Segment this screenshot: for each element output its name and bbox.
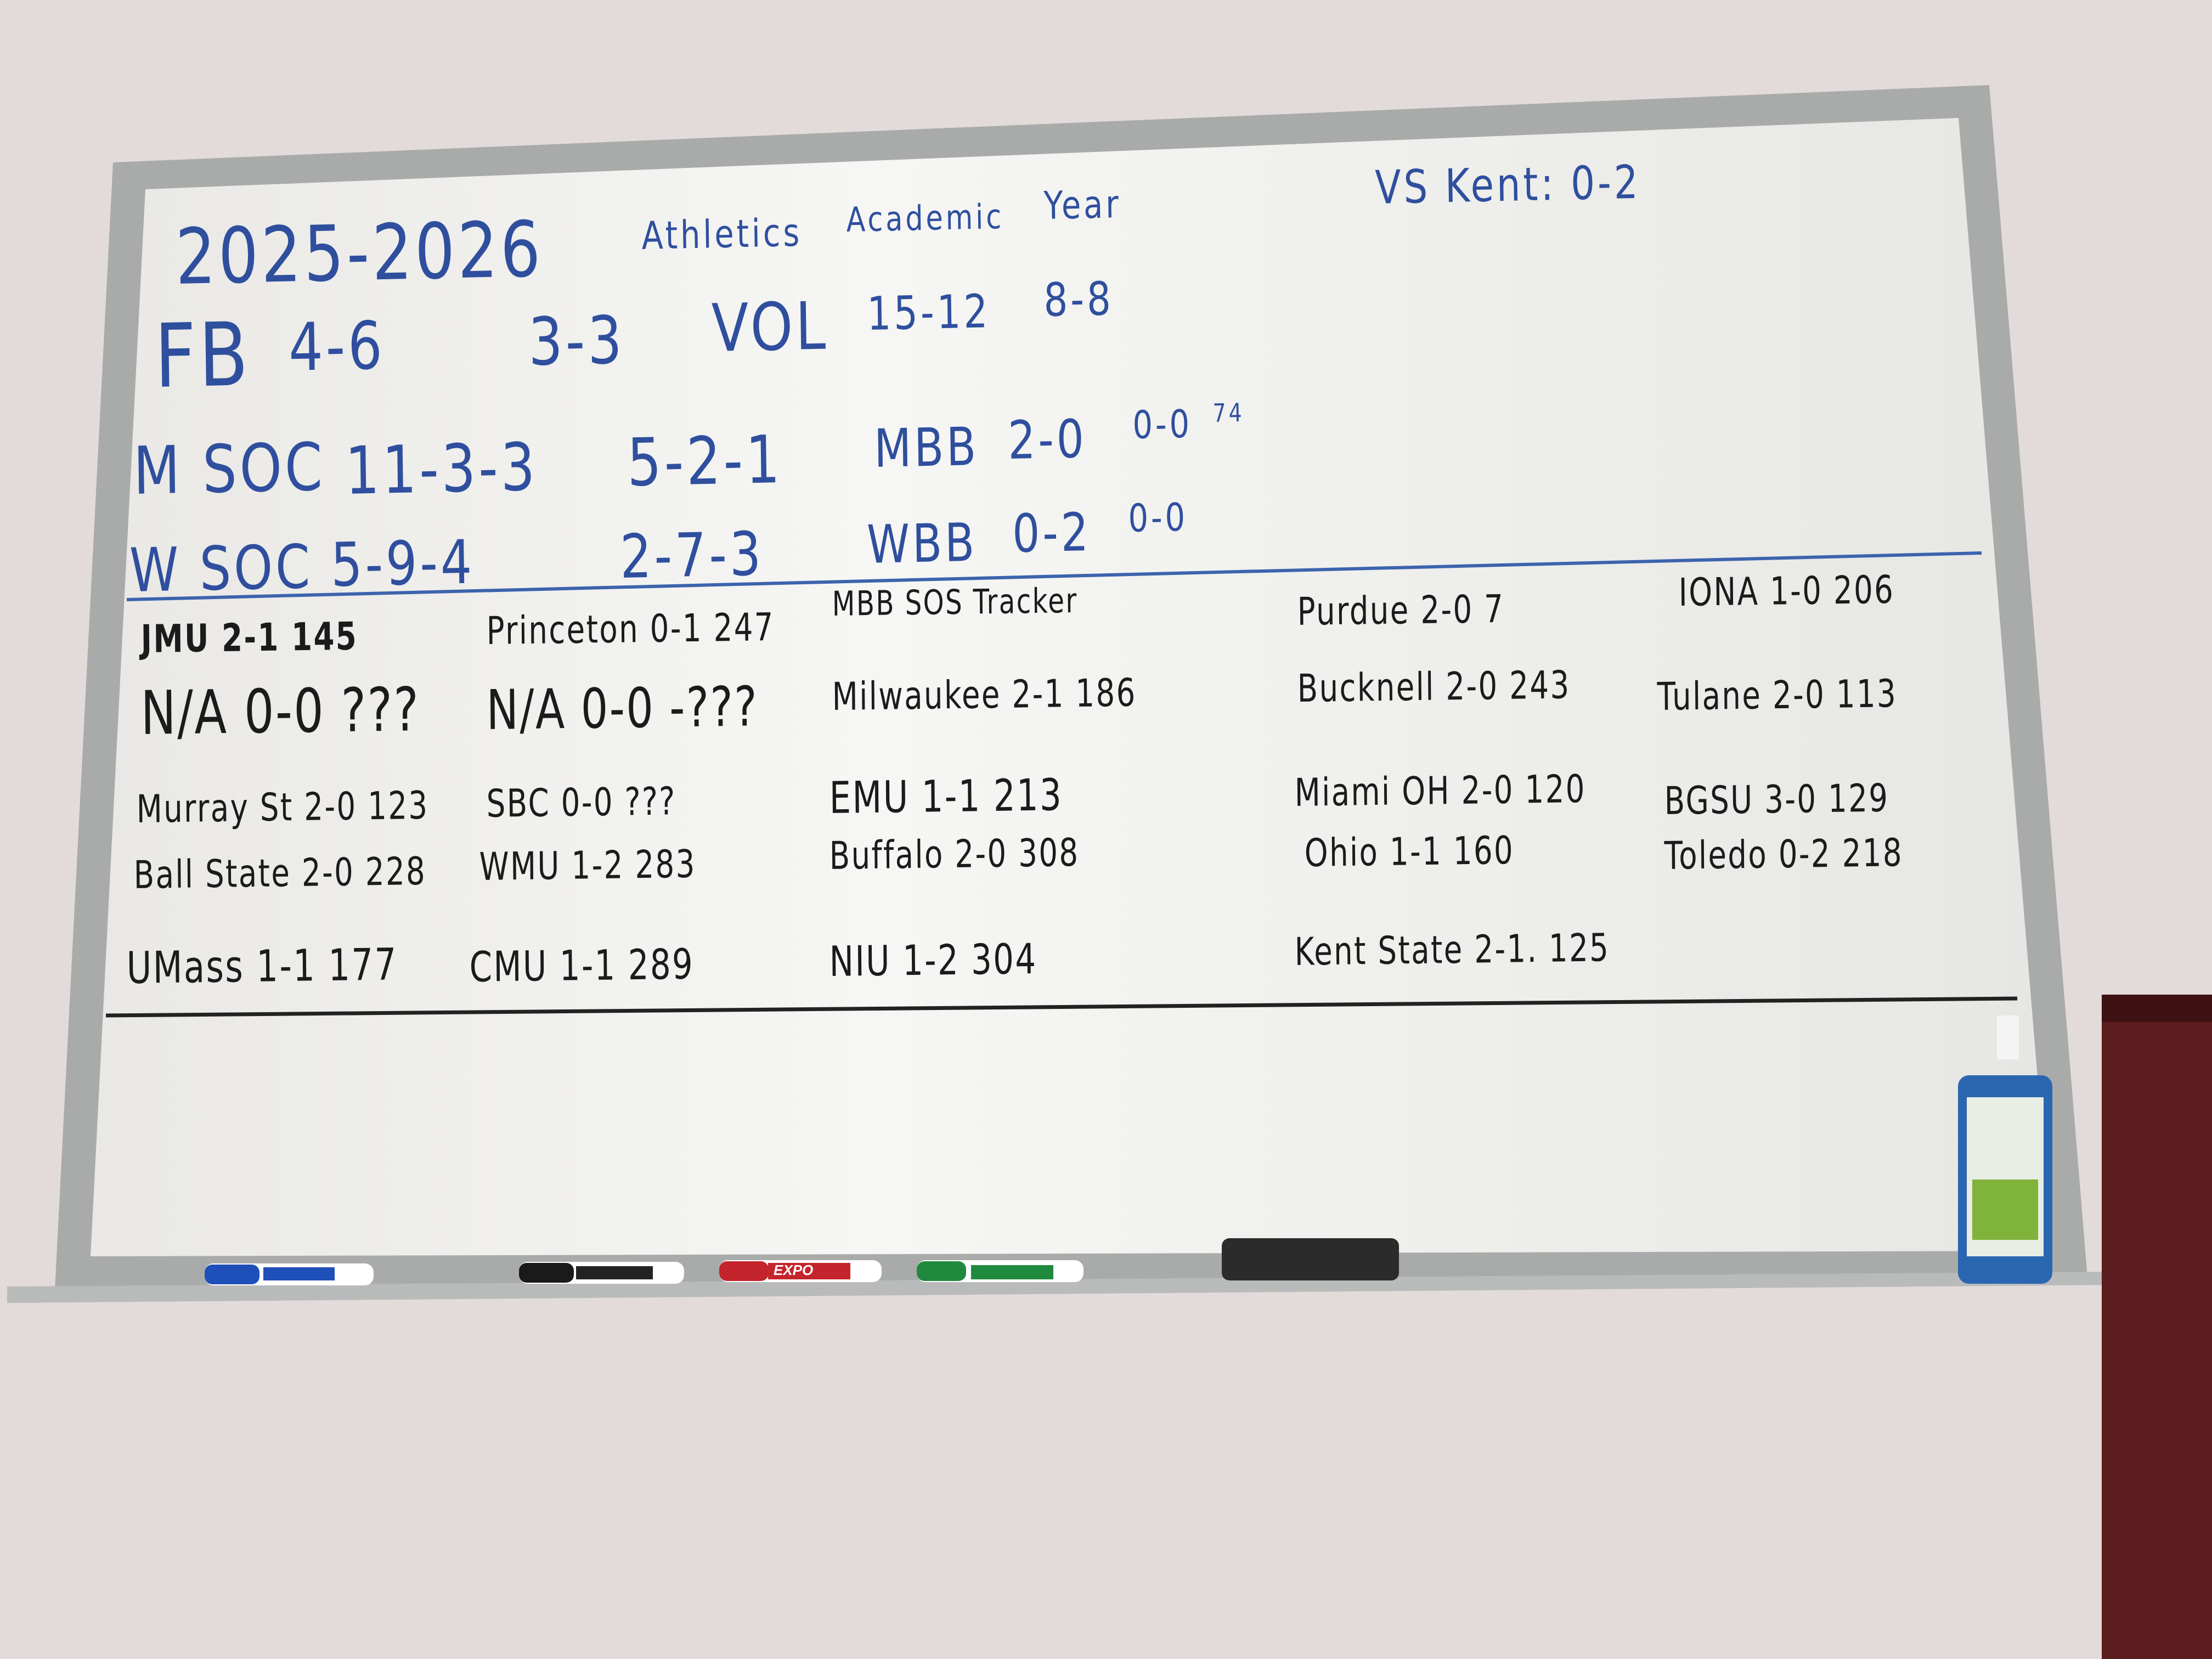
sos-heading: MBB SOS Tracker xyxy=(832,580,1078,624)
sos-entry: Toledo 0-2 218 xyxy=(1664,830,1904,878)
blue-marker[interactable] xyxy=(205,1263,374,1285)
sos-entry: Princeton 0-1 247 xyxy=(486,604,775,653)
black-divider-line xyxy=(105,996,2018,1018)
black-marker[interactable] xyxy=(519,1262,684,1284)
header-word-athletics: Athletics xyxy=(641,210,803,258)
blue-divider-line xyxy=(126,551,1982,601)
marker-tray xyxy=(7,1272,2118,1303)
fb-conf: 3-3 xyxy=(528,302,625,381)
academic-year: 2025-2026 xyxy=(174,205,544,302)
sos-entry: NIU 1-2 304 xyxy=(829,934,1037,986)
wsoc-conf: 2-7-3 xyxy=(619,518,764,592)
sos-entry: Miami OH 2-0 120 xyxy=(1294,766,1587,815)
fb-label: FB xyxy=(154,303,252,408)
eraser[interactable] xyxy=(1222,1238,1399,1280)
header-word-year: Year xyxy=(1043,182,1122,228)
sos-entry: EMU 1-1 213 xyxy=(829,769,1063,823)
sos-entry: Tulane 2-0 113 xyxy=(1657,671,1898,719)
sos-entry: BGSU 3-0 129 xyxy=(1664,775,1889,823)
vs-kent-record: VS Kent: 0-2 xyxy=(1374,155,1641,215)
sos-entry: Ball State 2-0 228 xyxy=(133,848,427,898)
wbb-label: WBB xyxy=(866,511,978,575)
cleaner-spray-bottle[interactable] xyxy=(1958,1015,2052,1284)
red-marker[interactable] xyxy=(719,1260,882,1282)
cabinet xyxy=(2102,995,2212,1659)
vol-conf: 8-8 xyxy=(1043,272,1114,327)
wsoc-overall: 5-9-4 xyxy=(330,527,475,600)
sos-entry: Murray St 2-0 123 xyxy=(136,782,429,832)
msoc-label: M SOC xyxy=(133,429,326,510)
mbb-overall: 2-0 xyxy=(1007,408,1087,471)
wbb-overall: 0-2 xyxy=(1012,501,1092,565)
vol-label: VOL xyxy=(711,288,829,367)
sos-entry: Purdue 2-0 7 xyxy=(1297,586,1505,634)
sos-entry: Milwaukee 2-1 186 xyxy=(832,670,1137,719)
sos-entry: UMass 1-1 177 xyxy=(126,939,398,994)
wsoc-label: W SOC xyxy=(129,531,313,606)
sos-entry: Kent State 2-1. 125 xyxy=(1294,925,1610,974)
sos-entry: N/A 0-0 ??? xyxy=(140,674,420,748)
msoc-conf: 5-2-1 xyxy=(627,421,783,501)
fb-overall: 4-6 xyxy=(288,308,386,386)
sos-entry: Bucknell 2-0 243 xyxy=(1297,662,1571,711)
sos-entry: N/A 0-0 -??? xyxy=(486,674,759,742)
sos-entry: WMU 1-2 283 xyxy=(479,841,696,889)
sos-entry: Buffalo 2-0 308 xyxy=(829,830,1080,878)
green-marker[interactable] xyxy=(917,1260,1084,1282)
mbb-conf: 0-0 xyxy=(1132,401,1193,448)
whiteboard-surface xyxy=(91,118,2052,1256)
sos-entry: IONA 1-0 206 xyxy=(1678,567,1895,615)
vol-overall: 15-12 xyxy=(866,284,991,341)
cabinet-top xyxy=(2102,995,2212,1022)
mbb-label: MBB xyxy=(873,415,979,479)
header-word-academic: Academic xyxy=(846,196,1005,240)
sos-entry: CMU 1-1 289 xyxy=(469,939,695,991)
msoc-overall: 11-3-3 xyxy=(345,429,539,510)
sos-entry: Ohio 1-1 160 xyxy=(1304,827,1515,876)
sos-entry: SBC 0-0 ??? xyxy=(486,778,676,826)
wbb-conf: 0-0 xyxy=(1127,494,1188,541)
marker-brand-label: EXPO xyxy=(774,1262,814,1278)
mbb-note: 74 xyxy=(1212,397,1245,428)
sos-entry: JMU 2-1 145 xyxy=(140,613,358,662)
